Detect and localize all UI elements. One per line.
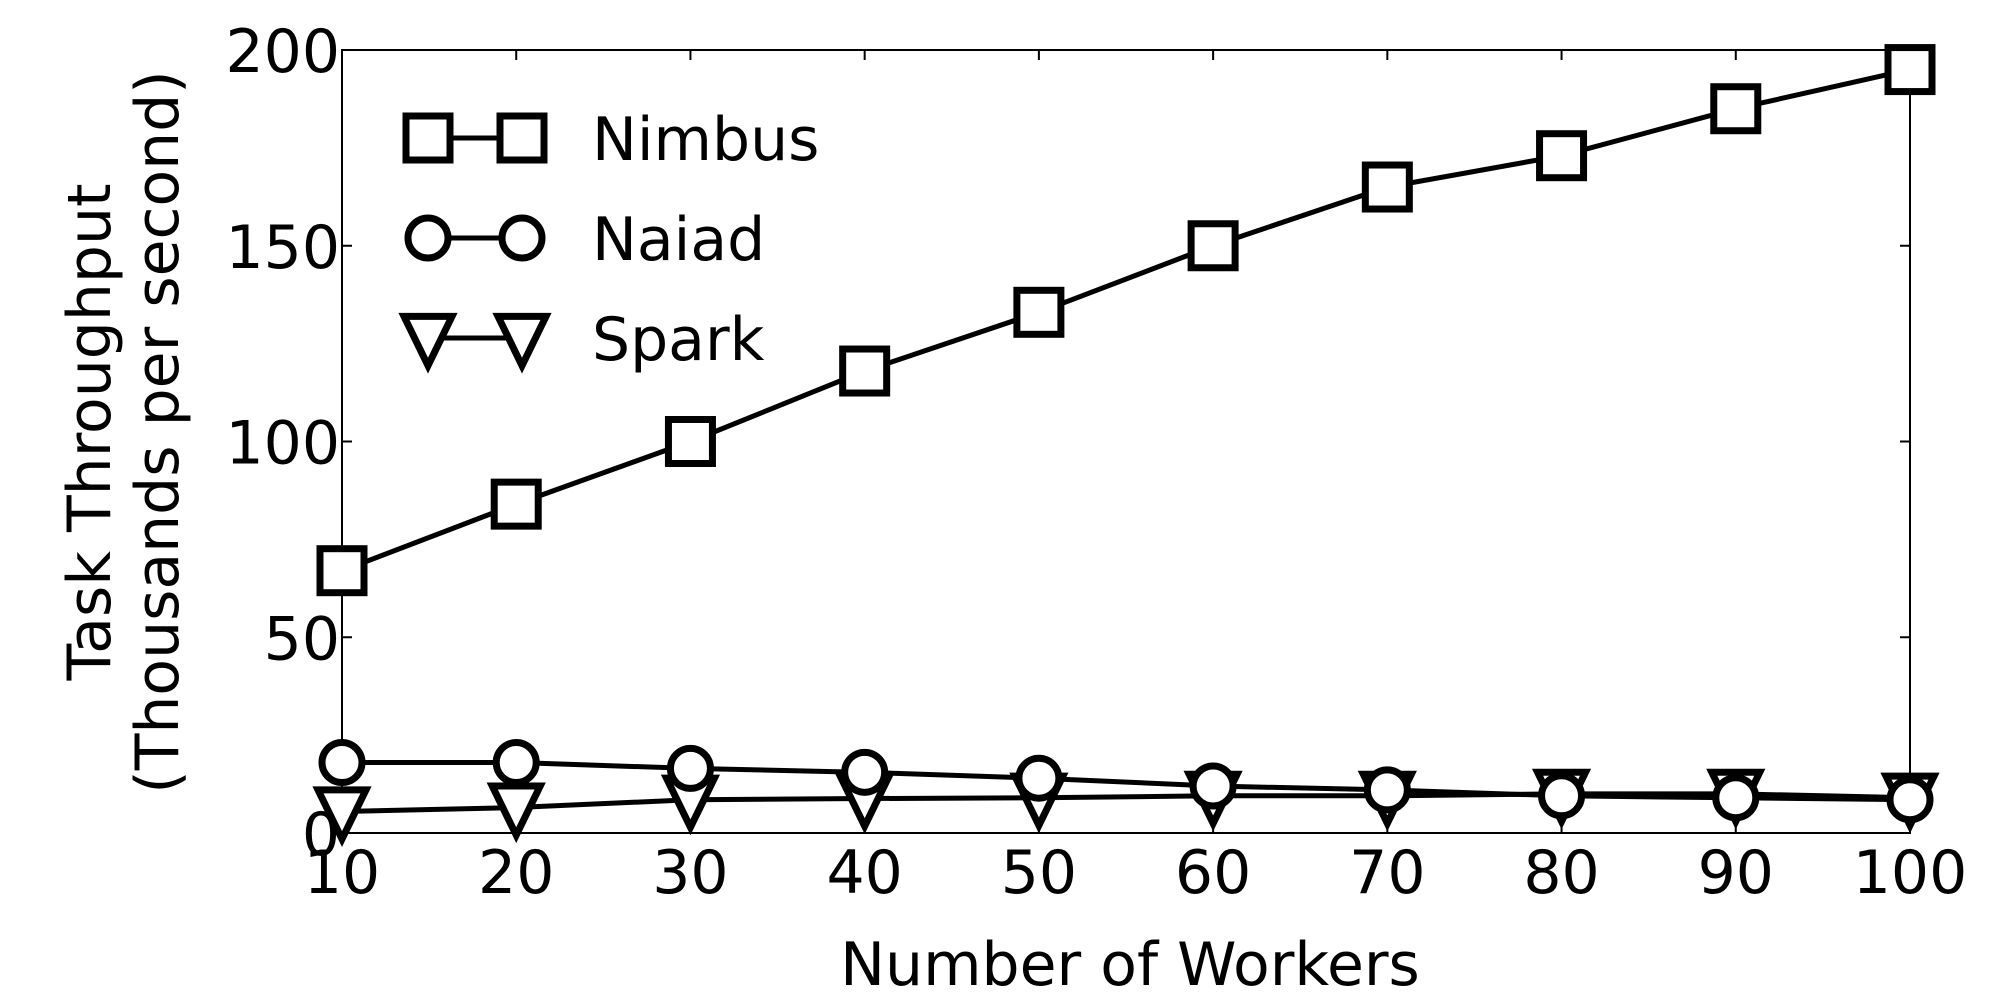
legend: Nimbus Naiad Spark	[398, 105, 819, 375]
data-point-naiad	[1538, 772, 1586, 820]
data-point-naiad	[1712, 774, 1760, 822]
legend-marker-nimbus	[496, 112, 548, 164]
y-tick-label: 100	[225, 409, 340, 479]
data-point-naiad	[492, 739, 540, 787]
data-point-nimbus	[316, 545, 368, 597]
series-line-naiad	[342, 760, 1911, 803]
series-line-nimbus	[341, 67, 1911, 574]
data-point-nimbus	[490, 478, 542, 530]
legend-marker-naiad	[498, 214, 546, 262]
y-tick-label: 200	[225, 17, 340, 87]
y-tick-label: 150	[225, 213, 340, 283]
plot-area-frame	[341, 49, 1911, 834]
legend-item-spark: Spark	[398, 305, 765, 375]
y-tick-label: 50	[264, 604, 340, 674]
y-axis-label-line2: (Thousands per second)	[123, 70, 193, 793]
y-axis-label: Task Throughput (Thousands per second)	[55, 70, 193, 793]
legend-item-naiad: Naiad	[404, 205, 765, 275]
data-point-spark	[312, 786, 372, 848]
data-point-nimbus	[1361, 161, 1413, 213]
x-tick-label: 10	[304, 838, 380, 908]
x-tick-label: 70	[1349, 838, 1425, 908]
data-point-spark	[486, 782, 546, 844]
series-line-spark	[341, 791, 1911, 814]
data-point-nimbus	[1884, 44, 1936, 96]
data-point-naiad	[1015, 754, 1063, 802]
x-tick-label: 80	[1523, 838, 1599, 908]
data-point-naiad	[318, 739, 366, 787]
x-axis-label: Number of Workers	[840, 930, 1420, 1000]
data-point-naiad	[1886, 776, 1934, 824]
data-point-nimbus	[1536, 130, 1588, 182]
series-layer	[312, 44, 1940, 848]
data-point-nimbus	[1710, 83, 1762, 135]
data-point-nimbus	[1013, 286, 1065, 338]
legend-marker-spark	[398, 312, 458, 374]
data-point-nimbus	[1187, 220, 1239, 272]
data-point-naiad	[666, 744, 714, 792]
data-point-naiad	[841, 748, 889, 796]
legend-marker-spark	[492, 312, 552, 374]
x-tick-label: 20	[478, 838, 554, 908]
x-tick-label: 100	[1853, 838, 1968, 908]
x-tick-label: 60	[1175, 838, 1251, 908]
legend-label-spark: Spark	[592, 305, 765, 375]
legend-marker-naiad	[404, 214, 452, 262]
data-point-naiad	[1363, 766, 1411, 814]
data-point-nimbus	[839, 345, 891, 397]
x-tick-label: 30	[652, 838, 728, 908]
legend-item-nimbus: Nimbus	[402, 105, 819, 175]
legend-label-nimbus: Nimbus	[592, 105, 819, 175]
legend-marker-nimbus	[402, 112, 454, 164]
x-tick-label: 50	[1001, 838, 1077, 908]
legend-label-naiad: Naiad	[592, 205, 765, 275]
x-tick-label: 90	[1698, 838, 1774, 908]
y-axis-label-line1: Task Throughput	[55, 183, 125, 681]
x-tick-label: 40	[826, 838, 902, 908]
data-point-naiad	[1189, 762, 1237, 810]
series-naiad	[318, 739, 1934, 824]
data-point-nimbus	[664, 416, 716, 467]
series-nimbus	[316, 44, 1936, 597]
